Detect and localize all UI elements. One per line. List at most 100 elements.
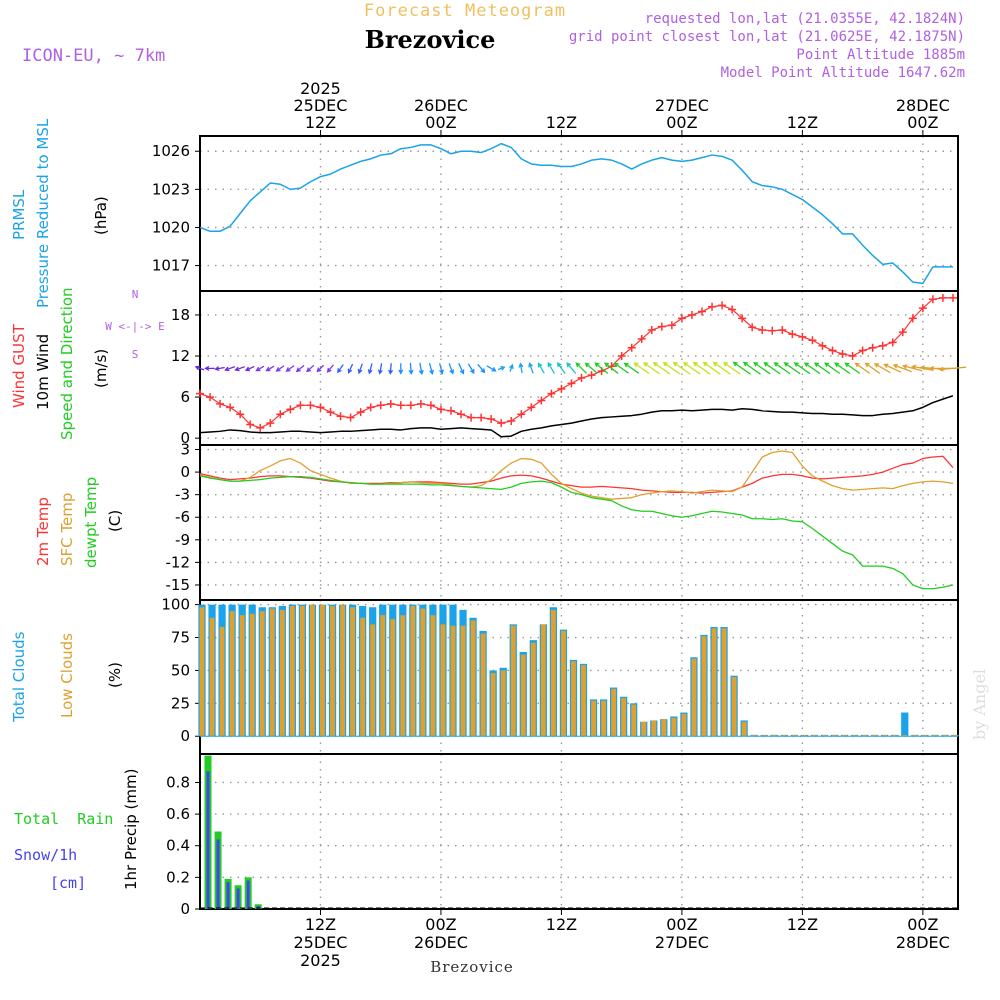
bottom-time-label: 2025 [300,951,341,970]
low-cloud-bar [952,734,958,737]
low-cloud-bar [631,704,637,737]
low-cloud-bar [480,633,486,737]
wind-direction-arrow [347,363,354,374]
low-cloud-bar [661,719,667,737]
low-cloud-bar [892,734,898,737]
low-cloud-bar [500,670,506,737]
low-cloud-bar [430,615,436,737]
wind-direction-arrow [509,363,514,372]
snow-bar [236,888,240,909]
gust-marker [728,305,737,314]
low-cloud-bar [601,700,607,737]
snow-bar [256,905,260,909]
wind-direction-arrow [652,361,671,375]
wind-direction-arrow [566,362,577,374]
snow-bar [206,771,210,909]
dew-label: dewpt Temp [82,477,100,568]
wind-direction-arrow [234,366,245,372]
low-cloud-bar [400,615,406,737]
wind-direction-arrow [672,361,691,375]
clouds-tick-label: 0 [180,727,190,745]
low-cloud-bar [922,734,928,737]
low-cloud-bar [450,625,456,737]
gust-marker [738,314,747,323]
gust-marker [527,403,536,412]
wind-direction-arrow [388,363,394,375]
wind-direction-arrow [497,365,506,371]
gust-marker [246,420,255,429]
low-cloud-bar [460,625,466,737]
gust-marker [908,314,917,323]
gust-marker [487,414,496,423]
wind-direction-arrow [448,363,455,375]
low-cloud-bar [611,688,617,737]
gust-marker [296,401,305,410]
wind-direction-arrow [295,364,305,373]
wind-direction-arrow [204,365,215,371]
gust-marker [748,323,757,332]
wind-direction-arrow [458,363,465,375]
temp-tick-label: -15 [166,576,191,594]
gust-marker [396,401,405,410]
gust-marker [898,328,907,337]
compass-north: N [132,288,139,301]
low-cloud-bar [490,673,496,737]
gust-marker [818,341,827,350]
low-cloud-bar [691,658,697,737]
gust-marker [326,408,335,417]
wind-direction-arrow [265,365,275,372]
model-altitude: Model Point Altitude 1647.62m [721,65,965,81]
wind-tick-label: 12 [171,347,190,365]
low-cloud-bar [219,626,225,737]
gust-marker [497,419,506,428]
wind-direction-arrow [682,361,701,375]
model-label: ICON-EU, ~ 7km [22,46,165,66]
low-cloud-bar [852,734,857,737]
gust-marker [446,406,455,415]
bottom-time-label: 28DEC [896,933,950,952]
wind-direction-arrow [702,361,721,375]
low-cloud-bar [761,734,767,737]
low-cloud-bar [510,625,516,737]
low-cloud-bar [410,605,416,737]
gust-marker [718,301,727,310]
wind-direction-arrow [662,361,681,375]
gust-marker [376,401,385,410]
gust-marker [547,389,556,398]
wind-direction-arrow [783,362,801,375]
temp-panel: 3 0 -3 -6 -9 -12 -15 [166,441,959,601]
wind-direction-arrow [604,362,619,374]
low-cloud-bar [269,608,275,737]
low-cloud-bar [942,734,948,737]
sfc-temp-line [199,450,954,500]
wind-direction-arrow [255,365,265,372]
pressure-line [199,142,953,285]
wind-direction-arrow [902,364,923,372]
temp-tick-label: 3 [180,441,190,459]
gust-line [199,297,953,429]
wind-direction-arrow [528,362,534,374]
wind-direction-arrow [584,362,598,374]
pressure-label-1: PRMSL [10,189,28,240]
gust-marker [868,343,877,352]
plot-layer: 101710201023102606121830-3-6-9-12-150255… [152,79,967,970]
low-cloud-bar [872,734,878,737]
gust-marker [537,396,546,405]
wind-direction-arrow [824,362,841,375]
wind-direction-arrow [892,363,912,373]
wind-direction-arrow [854,362,871,374]
wind-direction-arrow [883,363,902,373]
low-cloud-bar [520,654,526,737]
low-cloud-bar [771,734,777,737]
wind-speed-line [199,395,954,438]
top-time-label: 00Z [425,113,456,132]
gust-marker [758,326,767,335]
low-cloud-bar [259,611,265,737]
low-cloud-bar [681,713,687,737]
wind-direction-arrow [773,362,791,375]
cloud-labels: Total Clouds Low Clouds (%) [10,631,124,723]
gust-marker [878,341,887,350]
gust-marker [426,401,435,410]
gust-marker [436,405,445,414]
snow-unit: [cm] [50,874,86,892]
